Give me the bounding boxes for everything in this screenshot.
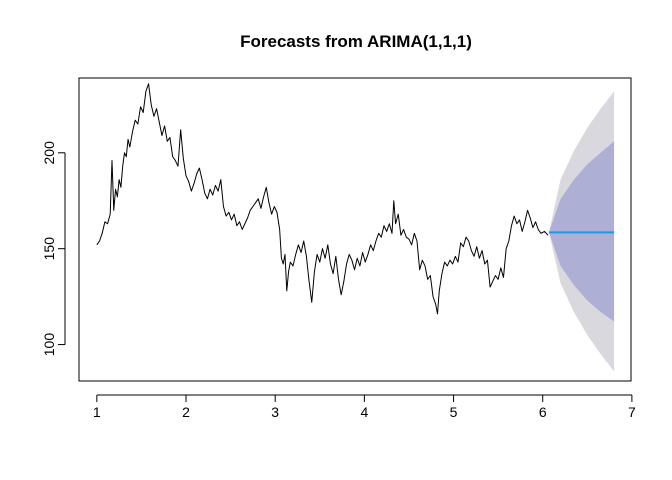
y-tick-label: 150 xyxy=(41,237,57,261)
x-tick-label: 6 xyxy=(539,404,547,420)
observed-line xyxy=(96,83,549,315)
x-tick-label: 5 xyxy=(450,404,458,420)
series-layer xyxy=(96,83,615,315)
y-axis: 100 150 200 xyxy=(41,141,66,357)
x-axis: 1 2 3 4 5 6 7 xyxy=(93,394,636,420)
y-tick-label: 100 xyxy=(41,333,57,357)
x-tick-label: 1 xyxy=(93,404,101,420)
x-tick-label: 4 xyxy=(360,404,368,420)
x-tick-label: 3 xyxy=(271,404,279,420)
plot-frame xyxy=(78,77,632,382)
y-tick-label: 200 xyxy=(41,141,57,165)
chart-title: Forecasts from ARIMA(1,1,1) xyxy=(240,32,472,51)
x-tick-label: 7 xyxy=(628,404,636,420)
x-tick-label: 2 xyxy=(182,404,190,420)
